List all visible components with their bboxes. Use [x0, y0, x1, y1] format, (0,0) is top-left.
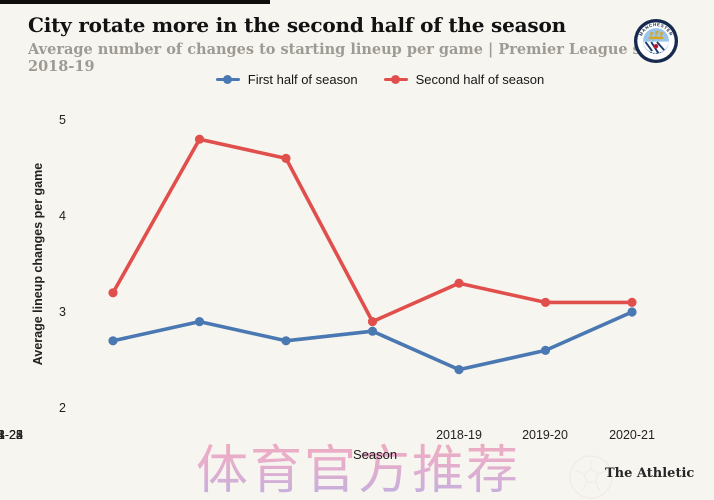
data-point-0-6: [627, 307, 637, 317]
series-line-0: [111, 310, 634, 372]
data-point-0-0: [108, 336, 118, 346]
chart-legend: First half of season Second half of seas…: [0, 72, 714, 87]
data-point-0-4: [454, 365, 464, 375]
data-point-1-1: [194, 134, 205, 144]
y-axis-title: Average lineup changes per game: [31, 162, 45, 366]
manchester-city-crest-icon: MANCHESTER CITY: [633, 18, 679, 64]
data-point-0-3: [367, 326, 378, 336]
brand-logo-text: The Athletic: [605, 466, 695, 481]
data-point-1-5: [540, 297, 551, 307]
x-tick-label: 2019-20: [522, 428, 568, 442]
legend-label: Second half of season: [415, 72, 545, 87]
second-half-line-marker-icon: [383, 75, 408, 85]
x-axis-title: Season: [352, 447, 398, 462]
data-point-0-2: [281, 336, 291, 346]
data-point-0-1: [194, 317, 205, 327]
x-tick-label: 2023-24: [0, 428, 23, 442]
data-point-0-5: [540, 345, 551, 355]
data-point-1-2: [281, 153, 291, 163]
soccer-ball-watermark-icon: [569, 455, 613, 499]
top-accent-bar: [0, 0, 270, 4]
legend-item-second-half: Second half of season: [383, 72, 545, 87]
legend-item-first-half: First half of season: [215, 72, 358, 87]
y-tick-label: 4: [59, 209, 66, 223]
page-title: City rotate more in the second half of t…: [28, 13, 566, 37]
data-point-1-4: [454, 278, 464, 288]
data-point-1-6: [627, 297, 637, 307]
y-tick-label: 5: [59, 113, 66, 127]
series-line-1: [111, 137, 634, 324]
data-point-1-0: [108, 288, 118, 298]
first-half-line-marker-icon: [215, 75, 240, 85]
watermark-text: 体育官方推荐: [196, 428, 520, 500]
page-subtitle: Average number of changes to starting li…: [28, 41, 675, 75]
x-tick-label: 2021-22: [0, 428, 23, 442]
x-tick-label: 2018-19: [436, 428, 482, 442]
x-tick-label: 2024-25: [0, 428, 23, 442]
y-tick-label: 2: [59, 401, 66, 415]
legend-label: First half of season: [247, 72, 358, 87]
x-tick-label: 2022-23: [0, 428, 23, 442]
x-tick-label: 2020-21: [609, 428, 655, 442]
data-point-1-3: [367, 317, 378, 327]
y-tick-label: 3: [59, 305, 66, 319]
